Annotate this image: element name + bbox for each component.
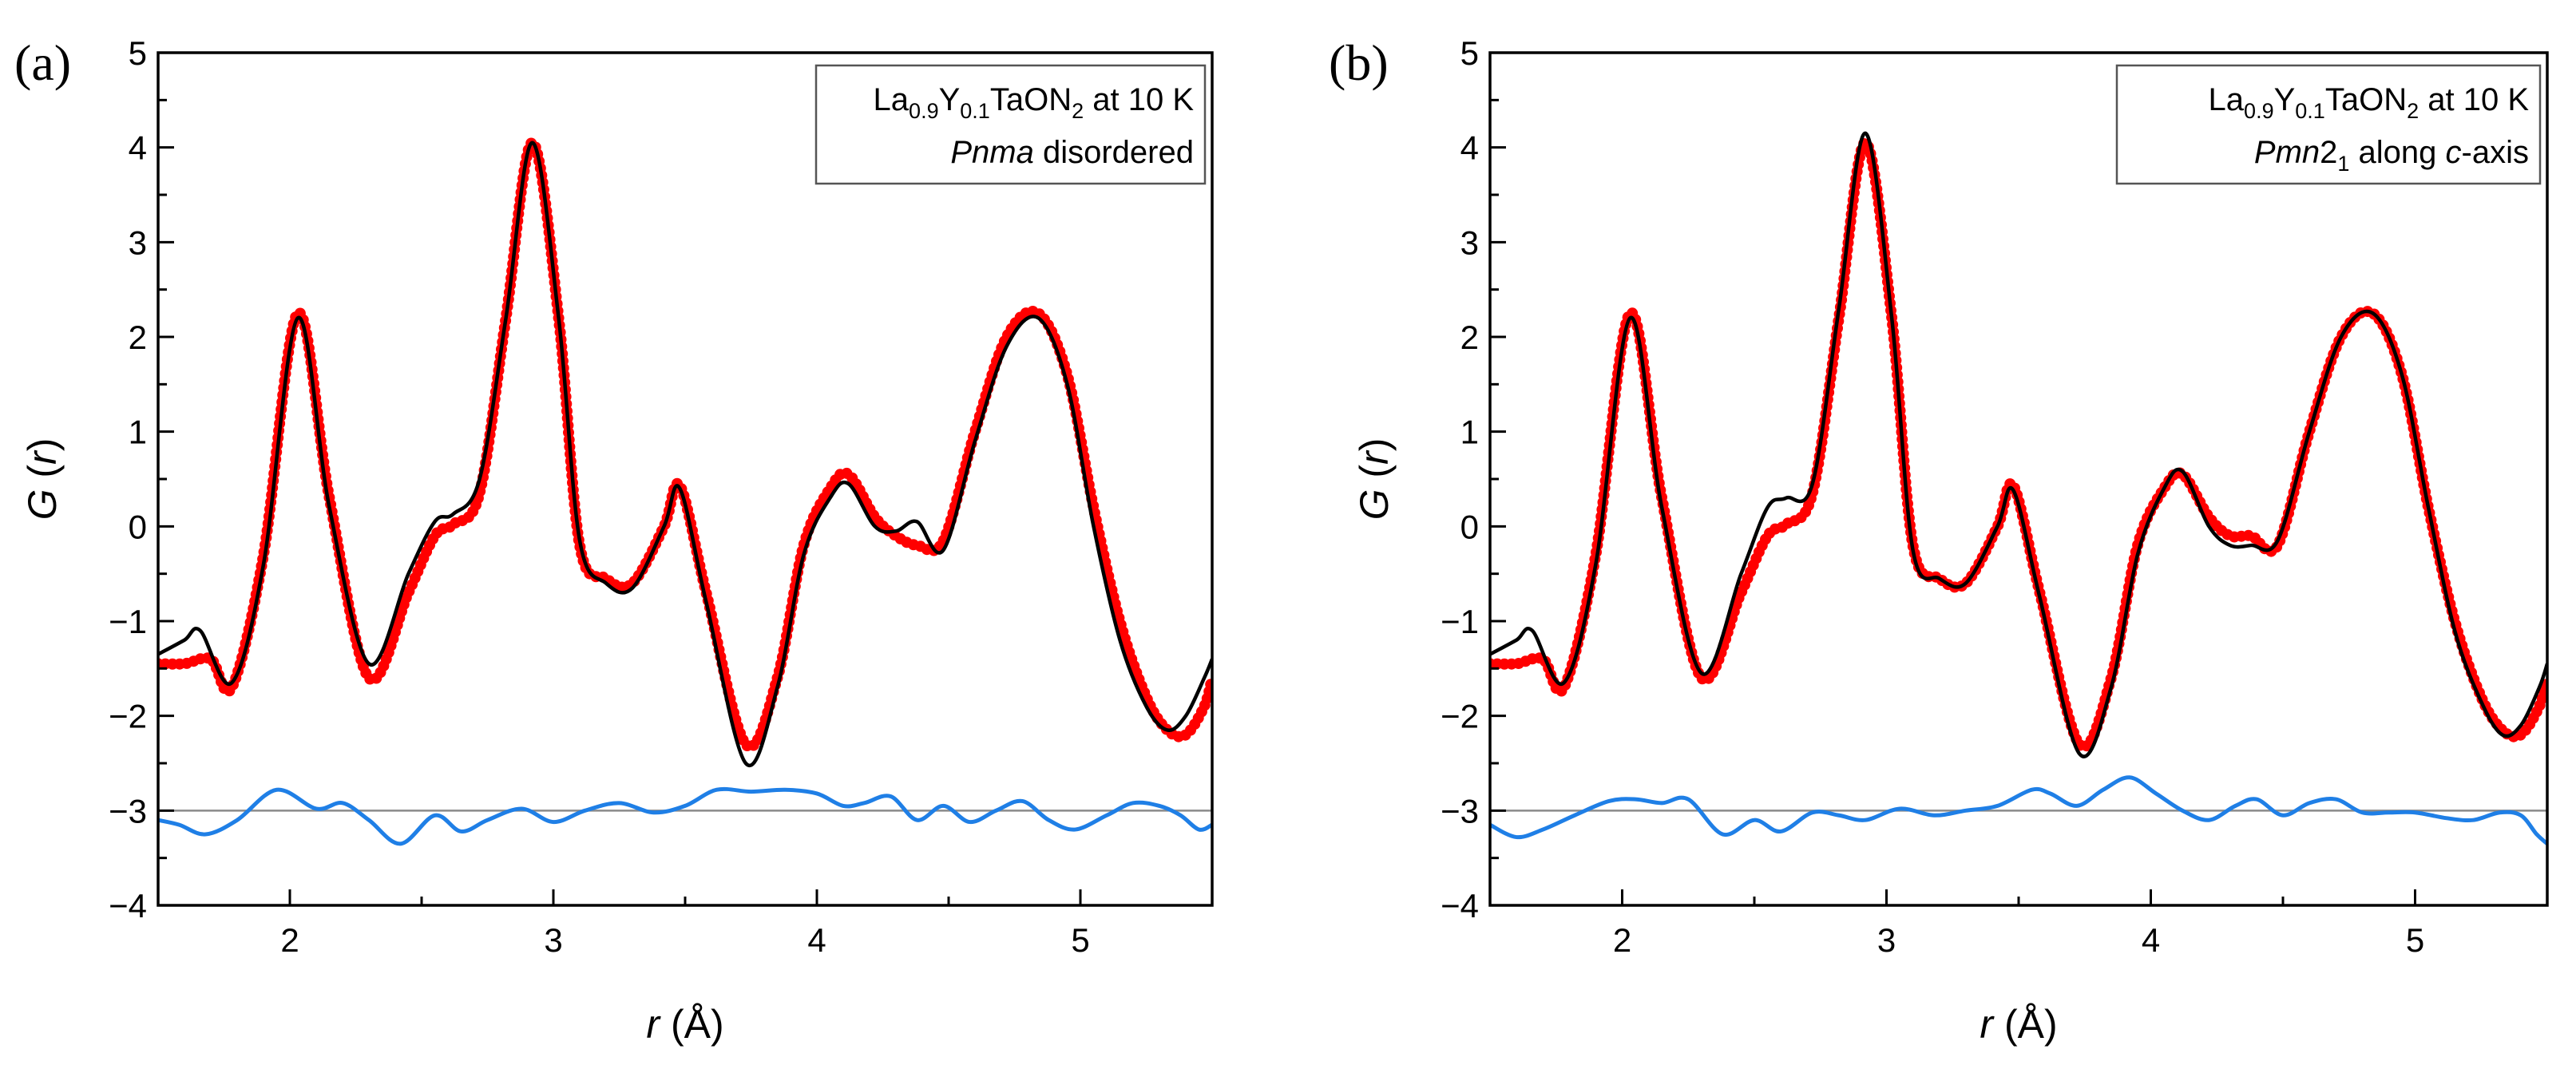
difference-series-line (158, 786, 1212, 846)
y-tick-label: 2 (129, 319, 147, 356)
y-tick-label: 5 (1460, 34, 1479, 72)
y-tick-label: 4 (129, 129, 147, 167)
y-axis-title: G (r) (1352, 438, 1397, 521)
legend-box: La0.9Y0.1TaON2 at 10 K Pmn21 along c-axis (2115, 64, 2542, 185)
y-tick-label: −3 (1441, 792, 1479, 829)
x-tick-label: 5 (2406, 921, 2424, 959)
difference-series-line (1490, 775, 2547, 845)
y-tick-label: 1 (129, 414, 147, 451)
y-tick-label: 1 (1460, 414, 1479, 451)
y-tick-label: −3 (109, 792, 147, 829)
y-tick-label: 5 (129, 34, 147, 72)
chart-panel-b: (b) −4 −3 −2 −1 0 1 2 3 4 5 2 3 4 5 r (Å) G (r) La0.9Y0.1… (1329, 34, 2549, 1047)
y-tick-label: −1 (1441, 603, 1479, 640)
x-tick-label: 4 (807, 921, 826, 959)
x-tick-label: 4 (2142, 921, 2160, 959)
plot-area (158, 137, 1212, 846)
observed-point (1205, 679, 1212, 691)
y-tick-label: 3 (129, 224, 147, 261)
y-tick-label: −2 (109, 698, 147, 735)
y-tick-label: −4 (1441, 887, 1479, 924)
y-tick-label: 4 (1460, 129, 1479, 167)
legend-compound-label: La0.9Y0.1TaON2 at 10 K (874, 82, 1195, 123)
y-tick-label: 2 (1460, 319, 1479, 356)
legend-model-label: Pnma disordered (950, 135, 1194, 170)
y-tick-label: −4 (109, 887, 147, 924)
calculated-series-line (158, 141, 1212, 767)
x-tick-label: 3 (1877, 921, 1896, 959)
legend-model-label: Pmn21 along c-axis (2254, 135, 2529, 176)
y-tick-label: −1 (109, 603, 147, 640)
panel-label: (a) (14, 34, 71, 91)
y-tick-label: 0 (129, 508, 147, 545)
x-tick-label: 2 (1613, 921, 1631, 959)
y-axis-title: G (r) (20, 438, 65, 521)
chart-panel-a: (a) −4 −3 −2 −1 0 1 2 3 4 5 2 3 4 5 r (Å) G (r) La0.9Y0.1… (14, 34, 1214, 1047)
plot-area (1490, 131, 2547, 845)
y-tick-label: −2 (1441, 698, 1479, 735)
panel-label: (b) (1329, 34, 1389, 91)
legend-box: La0.9Y0.1TaON2 at 10 K Pnma disordered (814, 64, 1207, 185)
y-tick-label: 0 (1460, 508, 1479, 545)
x-axis-title: r (Å) (646, 1002, 723, 1047)
legend-compound-label: La0.9Y0.1TaON2 at 10 K (2209, 82, 2530, 123)
x-axis-title: r (Å) (1980, 1002, 2057, 1047)
x-tick-label: 2 (280, 921, 299, 959)
calculated-series-line (1490, 131, 2547, 758)
y-tick-label: 3 (1460, 224, 1479, 261)
x-tick-label: 3 (544, 921, 562, 959)
x-tick-label: 5 (1071, 921, 1089, 959)
